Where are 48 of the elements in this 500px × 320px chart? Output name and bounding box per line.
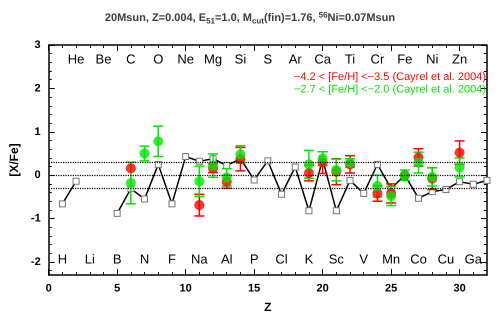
x-tick-label: 30 xyxy=(453,282,466,294)
annotation: Li xyxy=(84,252,95,266)
annotation: Cu xyxy=(438,252,454,266)
annotation: Al xyxy=(220,252,233,266)
annotation: Sc xyxy=(328,252,344,266)
annotation: He xyxy=(68,52,84,66)
x-tick-label: 5 xyxy=(114,282,120,294)
x-tick-label: 25 xyxy=(384,282,398,294)
x-tick-label: 20 xyxy=(316,282,329,294)
annotation: S xyxy=(264,52,273,66)
annotation: K xyxy=(304,252,314,266)
x-tick-label: 0 xyxy=(46,282,52,294)
annotation: B xyxy=(112,252,122,266)
annotation: Ne xyxy=(177,52,194,66)
x-axis-title: Z xyxy=(264,300,272,314)
annotation: Mn xyxy=(382,252,400,266)
annotation: Ga xyxy=(464,252,483,266)
annotation: Ni xyxy=(426,52,438,66)
y-tick-label: -2 xyxy=(30,256,41,268)
annotation: N xyxy=(140,252,150,266)
annotation: Fe xyxy=(397,52,412,66)
annotation: Ar xyxy=(288,52,302,66)
annotation: V xyxy=(359,252,368,266)
text: −4.2 < [Fe/H] <−3.5 (Cayrel et al. 2004) xyxy=(294,71,486,83)
annotation: H xyxy=(58,252,68,266)
annotation: Zn xyxy=(452,52,468,66)
annotation: Cr xyxy=(370,52,385,66)
y-axis-title: [X/Fe] xyxy=(7,143,21,177)
annotation: Cl xyxy=(275,252,288,266)
y-tick-label: 1 xyxy=(34,126,41,138)
annotation: O xyxy=(153,52,164,66)
annotation: P xyxy=(250,252,258,266)
annotation: Na xyxy=(191,252,208,266)
y-tick-label: 3 xyxy=(34,39,41,51)
annotation: Si xyxy=(234,52,246,66)
y-tick-label: 2 xyxy=(34,82,41,94)
text: −2.7 < [Fe/H] <−2.0 (Cayrel et al. 2004) xyxy=(294,84,486,96)
x-tick-label: 15 xyxy=(248,282,260,294)
y-tick-label: -1 xyxy=(30,212,41,225)
annotation: Ca xyxy=(314,52,332,66)
x-tick-label: 10 xyxy=(180,282,192,294)
annotation: F xyxy=(168,252,176,266)
annotation: Ti xyxy=(344,52,356,66)
annotation: C xyxy=(126,52,136,66)
y-tick-label: 0 xyxy=(34,169,41,182)
annotation: Be xyxy=(96,52,112,66)
annotation: Mg xyxy=(204,52,222,66)
annotation: Co xyxy=(410,252,427,266)
